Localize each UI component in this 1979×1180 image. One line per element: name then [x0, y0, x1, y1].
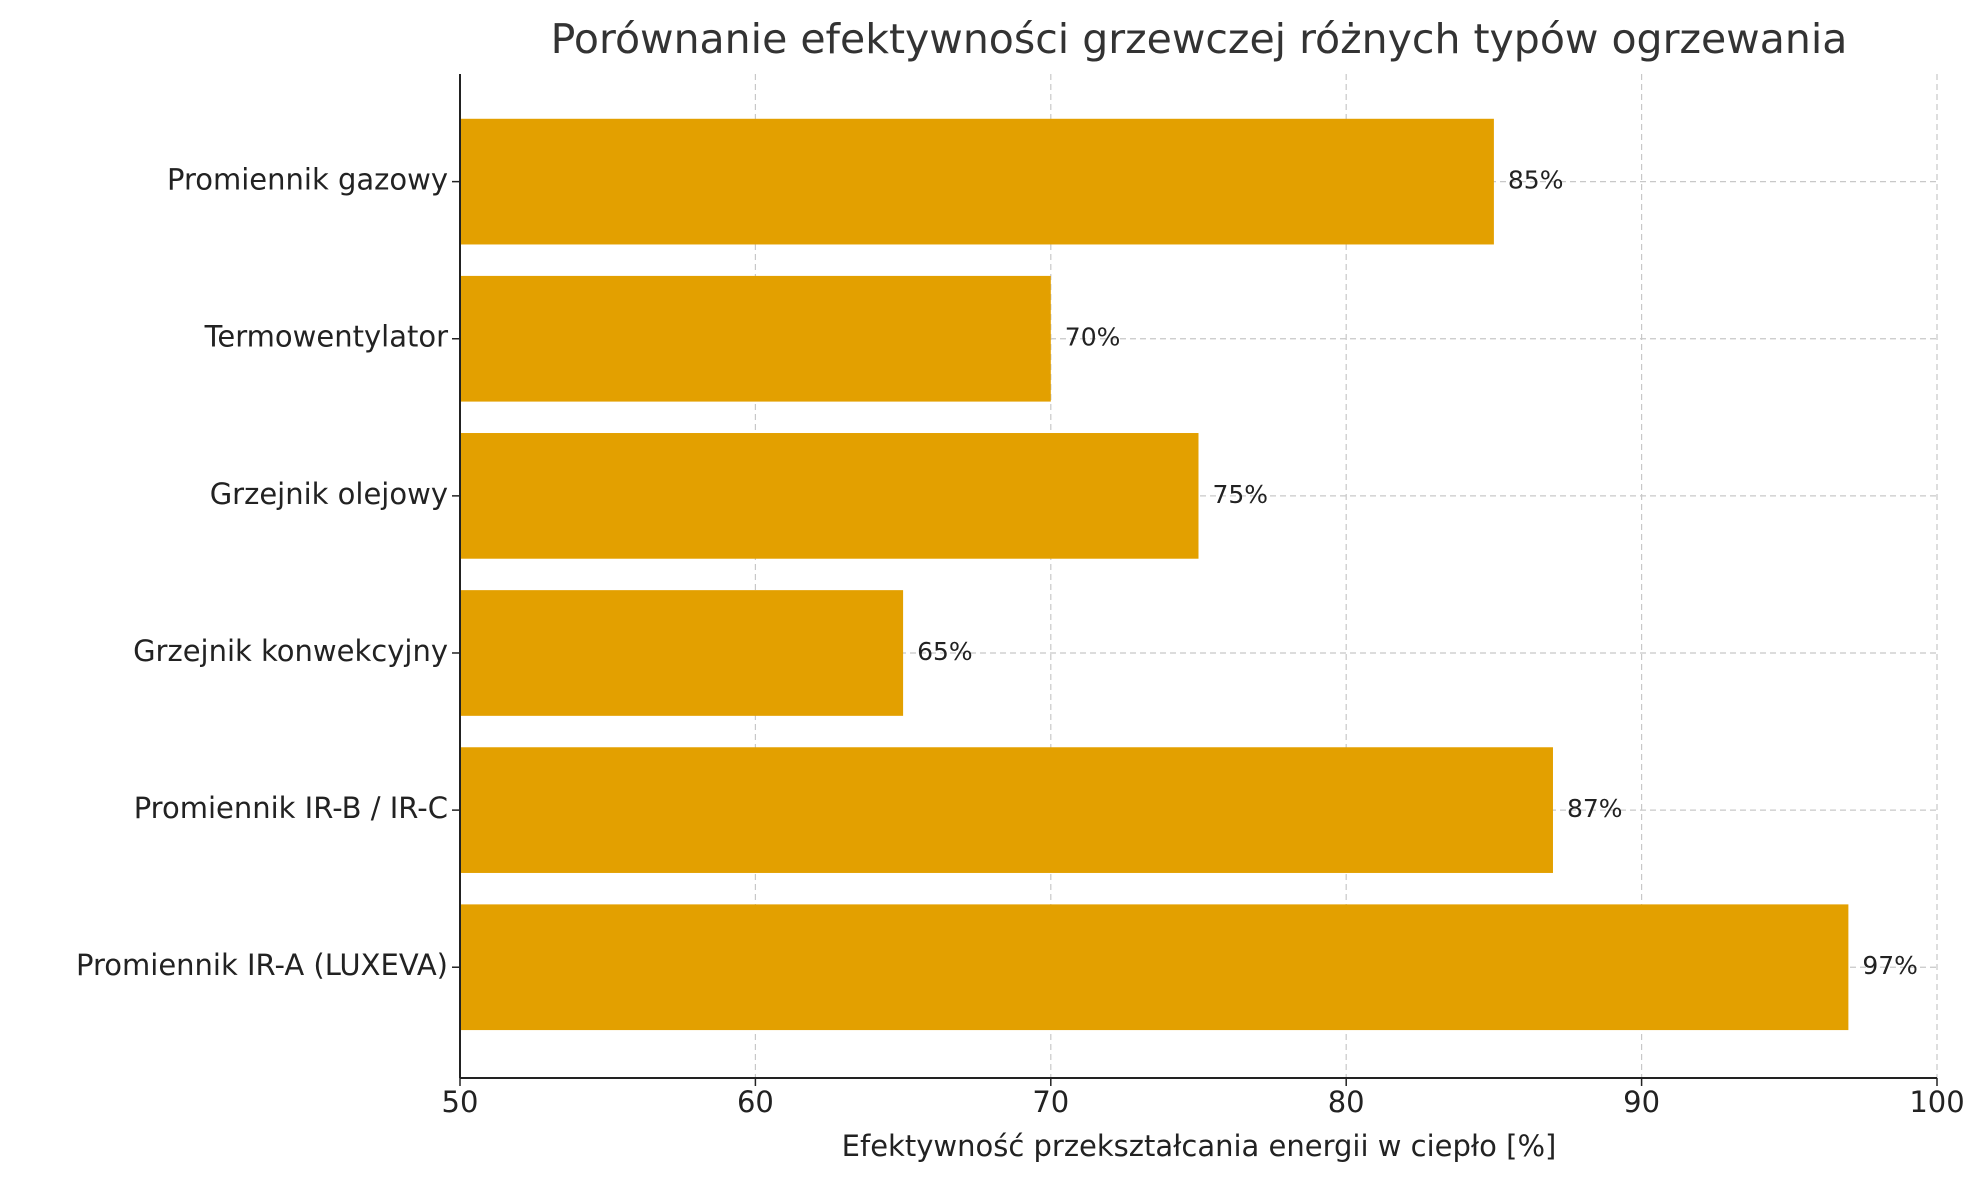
- y-tick-label: Grzejnik olejowy: [210, 477, 448, 511]
- bar: [460, 590, 904, 716]
- value-label: 75%: [1213, 480, 1269, 509]
- bar: [460, 118, 1494, 245]
- bar: [460, 433, 1199, 559]
- y-tick-label: Grzejnik konwekcyjny: [133, 634, 448, 668]
- bar: [460, 904, 1849, 1031]
- bar: [460, 275, 1051, 402]
- x-tick-label: 90: [1623, 1085, 1660, 1119]
- value-label: 85%: [1508, 166, 1564, 195]
- y-tick-label: Termowentylator: [204, 320, 448, 354]
- value-label: 70%: [1065, 323, 1121, 352]
- chart-title: Porównanie efektywności grzewczej różnyc…: [551, 15, 1848, 63]
- x-tick-label: 70: [1032, 1085, 1069, 1119]
- x-tick-label: 100: [1909, 1085, 1964, 1119]
- value-label: 87%: [1567, 794, 1623, 823]
- value-label: 65%: [917, 637, 973, 666]
- x-tick-label: 80: [1328, 1085, 1365, 1119]
- value-label: 97%: [1862, 951, 1918, 980]
- y-tick-label: Promiennik IR-A (LUXEVA): [76, 948, 448, 982]
- x-axis-label: Efektywność przekształcania energii w ci…: [842, 1129, 1557, 1163]
- y-tick-label: Promiennik IR-B / IR-C: [134, 791, 448, 825]
- y-tick-label: Promiennik gazowy: [167, 163, 448, 197]
- x-tick-label: 50: [442, 1085, 479, 1119]
- bar: [460, 747, 1553, 873]
- x-tick-label: 60: [737, 1085, 774, 1119]
